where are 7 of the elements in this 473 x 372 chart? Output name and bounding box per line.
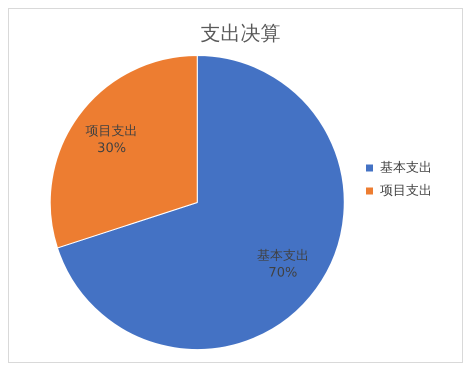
data-label: 70% (268, 266, 298, 281)
chart-title: 支出决算 (200, 21, 280, 46)
legend-label: 项目支出 (380, 183, 432, 198)
legend-label: 基本支出 (380, 160, 432, 176)
slice-label: 项目支出 (86, 124, 138, 140)
slice-label: 基本支出 (256, 248, 309, 264)
data-label: 30% (97, 141, 126, 156)
